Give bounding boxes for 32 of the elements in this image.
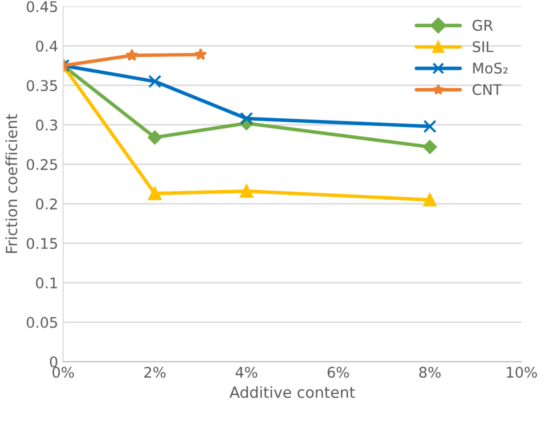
- legend-label: CNT: [472, 84, 502, 96]
- x-tick-label: 10%: [506, 366, 537, 378]
- point: [423, 120, 436, 134]
- x-tick-label: 2%: [144, 366, 166, 378]
- point: [126, 48, 138, 61]
- y-tick-label: 0.15: [26, 238, 57, 249]
- legend-label: GR: [472, 20, 493, 31]
- y-tick-label: 0.25: [26, 159, 57, 170]
- point: [240, 184, 254, 198]
- legend-label: MoS₂: [473, 62, 508, 74]
- y-tick-label: 0: [50, 356, 58, 368]
- x-tick-label: 8%: [419, 366, 441, 378]
- legend-label: SIL: [472, 41, 494, 52]
- y-tick-label: 0.3: [36, 120, 58, 131]
- y-tick-label: 0.45: [26, 1, 57, 12]
- point: [423, 193, 436, 206]
- x-axis-title: Additive content: [230, 386, 355, 398]
- x-tick-label: 4%: [236, 366, 258, 378]
- y-tick-label: 0.1: [36, 277, 57, 288]
- point: [148, 186, 162, 200]
- point: [148, 130, 162, 144]
- point: [148, 74, 162, 88]
- x-tick-label: 0%: [52, 366, 74, 378]
- y-tick-label: 0.2: [36, 198, 57, 210]
- y-axis-title: Friction coefficient: [5, 114, 18, 253]
- x-tick-label: 6%: [328, 366, 349, 378]
- point: [422, 140, 437, 154]
- point: [194, 48, 207, 60]
- y-tick-label: 0.05: [26, 316, 57, 328]
- point: [240, 112, 254, 126]
- y-tick-label: 0.4: [36, 40, 58, 52]
- y-tick-label: 0.35: [26, 80, 57, 92]
